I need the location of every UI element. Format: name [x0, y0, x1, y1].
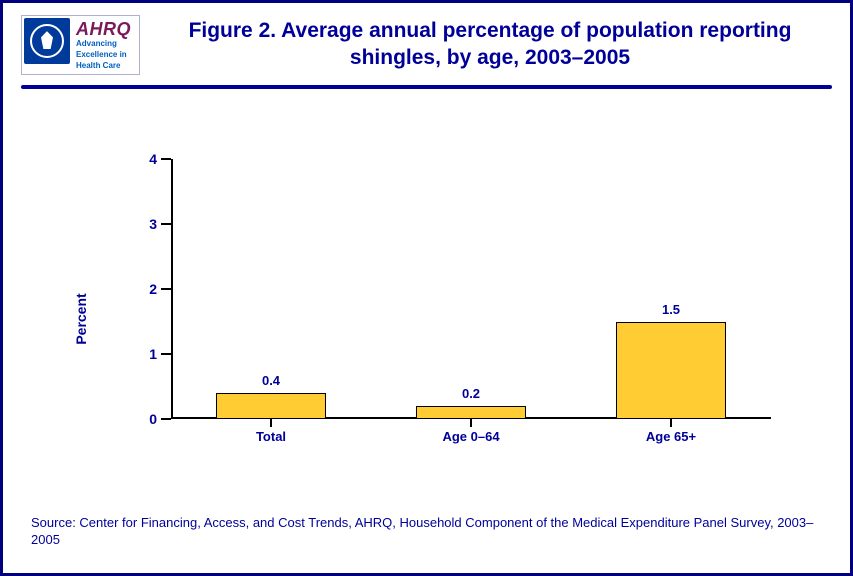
y-tick — [161, 158, 171, 160]
bar: 1.5 — [616, 322, 726, 420]
x-tick — [470, 419, 472, 427]
ahrq-logo: AHRQ Advancing Excellence in Health Care — [72, 18, 137, 72]
figure-title: Figure 2. Average annual percentage of p… — [148, 17, 832, 72]
bar-value-label: 0.2 — [462, 386, 480, 401]
logo-block: AHRQ Advancing Excellence in Health Care — [21, 15, 140, 75]
y-tick-label: 3 — [149, 216, 157, 232]
ahrq-tagline-1: Advancing — [76, 40, 131, 49]
ahrq-tagline-3: Health Care — [76, 62, 131, 71]
plot-region: 012340.4Total0.2Age 0–641.5Age 65+ — [171, 159, 771, 419]
ahrq-tagline-2: Excellence in — [76, 51, 131, 60]
hhs-seal-icon — [24, 18, 70, 64]
bar-value-label: 1.5 — [662, 302, 680, 317]
y-axis-line — [171, 159, 173, 419]
y-tick — [161, 353, 171, 355]
y-tick-label: 1 — [149, 346, 157, 362]
x-tick-label: Age 0–64 — [442, 429, 499, 444]
header-row: AHRQ Advancing Excellence in Health Care… — [21, 15, 832, 75]
figure-frame: AHRQ Advancing Excellence in Health Care… — [0, 0, 853, 576]
x-tick — [270, 419, 272, 427]
ahrq-brand-text: AHRQ — [76, 20, 131, 38]
chart-area: Percent 012340.4Total0.2Age 0–641.5Age 6… — [21, 149, 832, 489]
y-tick — [161, 223, 171, 225]
title-wrap: Figure 2. Average annual percentage of p… — [148, 15, 832, 72]
y-tick — [161, 418, 171, 420]
x-tick — [670, 419, 672, 427]
x-tick-label: Age 65+ — [646, 429, 696, 444]
bar: 0.4 — [216, 393, 326, 419]
y-tick — [161, 288, 171, 290]
y-tick-label: 2 — [149, 281, 157, 297]
y-axis-label: Percent — [73, 294, 89, 345]
bar: 0.2 — [416, 406, 526, 419]
x-tick-label: Total — [256, 429, 286, 444]
source-caption: Source: Center for Financing, Access, an… — [31, 514, 822, 549]
y-tick-label: 0 — [149, 411, 157, 427]
header-divider — [21, 85, 832, 89]
bar-value-label: 0.4 — [262, 373, 280, 388]
y-tick-label: 4 — [149, 151, 157, 167]
